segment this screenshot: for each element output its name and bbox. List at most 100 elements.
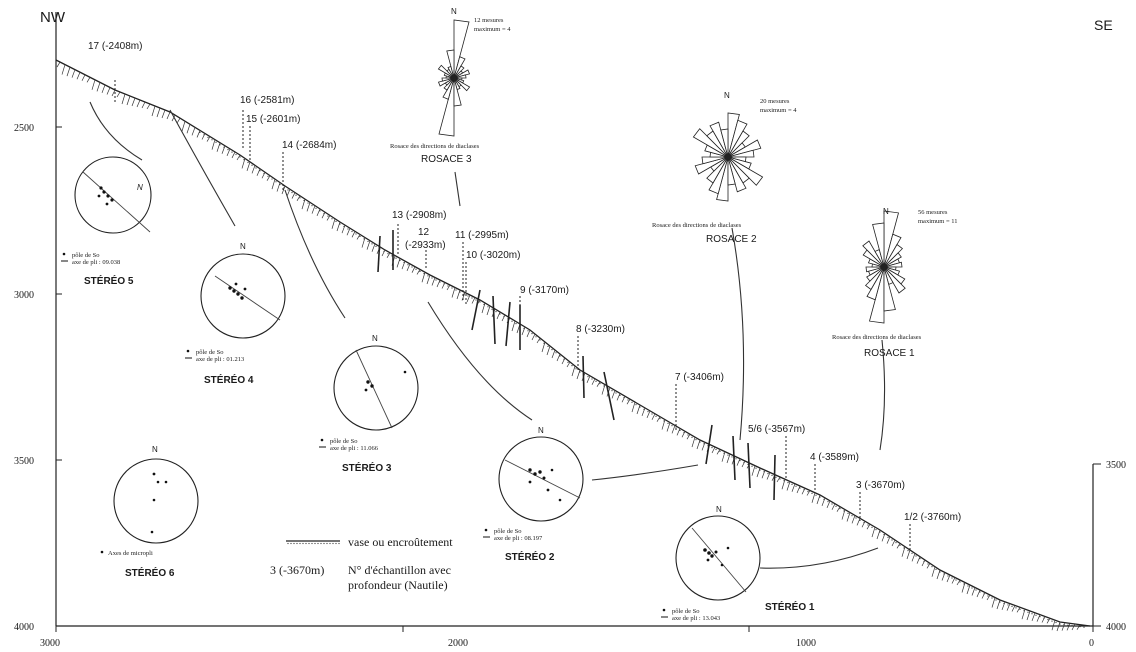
stereonet-circle <box>498 436 584 522</box>
right-tick-3500: 3500 <box>1106 460 1126 471</box>
sample-label-17: 17 (-2408m) <box>88 41 142 52</box>
stereo-1-legend-2: axe de pli : 13.043 <box>672 615 720 622</box>
corner-label-se: SE <box>1094 17 1113 33</box>
stereo-4-title: STÉRÉO 4 <box>204 373 254 386</box>
stereo-3: N pôle de So axe de pli : 11.066 STÉRÉO … <box>319 334 419 474</box>
sample-label-7: 7 (-3406m) <box>675 372 724 383</box>
stereo-1-title: STÉRÉO 1 <box>765 600 815 613</box>
stereonet-circle <box>200 253 286 339</box>
stereo-5: N pôle de So axe de pli : 09.038 STÉRÉO … <box>61 156 152 287</box>
rosace-2-title: ROSACE 2 <box>706 234 757 245</box>
sample-label-11: 11 (-2995m) <box>455 230 509 241</box>
north-label: N <box>137 183 143 192</box>
bottom-ticks: 3000 2000 1000 0 <box>40 626 1094 649</box>
north-label: N <box>724 91 730 100</box>
stereonet-circle <box>113 458 199 544</box>
stereo-2-title: STÉRÉO 2 <box>505 550 555 563</box>
sample-label-5-6: 5/6 (-3567m) <box>748 424 805 435</box>
legend-sample-label-2: profondeur (Nautile) <box>348 578 448 592</box>
stereonet-circle <box>333 345 419 431</box>
rosace-1-max: maximum = 11 <box>918 218 958 225</box>
north-label: N <box>152 445 158 454</box>
x-tick-1000: 1000 <box>796 638 816 649</box>
north-label: N <box>451 7 457 16</box>
rosace-2-caption: Rosace des directions de diaclases <box>652 222 742 229</box>
seafloor-profile <box>55 59 1091 632</box>
sample-label-10: 10 (-3020m) <box>466 250 520 261</box>
stereonet-circle <box>74 156 152 234</box>
legend: vase ou encroûtement 3 (-3670m) N° d'éch… <box>270 535 453 592</box>
sample-labels: 17 (-2408m) 16 (-2581m) 15 (-2601m) 14 (… <box>88 41 961 523</box>
right-ticks: 3500 4000 <box>1093 460 1126 633</box>
left-ticks: 2500 3000 3500 4000 <box>14 123 62 633</box>
stereo-2: N pôle de So axe de pli : 08.197 STÉRÉO … <box>483 426 584 563</box>
rosace-1-caption: Rosace des directions de diaclases <box>832 334 922 341</box>
so-poles <box>97 186 114 206</box>
rosace-2-max: maximum = 4 <box>760 107 797 114</box>
stereo-6-legend-1: Axes de micropli <box>108 550 153 557</box>
legend-sample-example: 3 (-3670m) <box>270 563 324 577</box>
rosace-1-count: 56 mesures <box>918 209 948 216</box>
x-tick-3000: 3000 <box>40 638 60 649</box>
rose-petals <box>437 19 471 137</box>
x-tick-0: 0 <box>1089 638 1094 649</box>
legend-crust-label: vase ou encroûtement <box>348 535 453 549</box>
north-label: N <box>883 207 889 216</box>
stereo-5-legend-2: axe de pli : 09.038 <box>72 259 120 266</box>
sample-label-4: 4 (-3589m) <box>810 452 859 463</box>
rosace-2: N 20 mesures maximum = 4 Rosace des dire… <box>652 91 797 245</box>
north-label: N <box>538 426 544 435</box>
rosace-3-count: 12 mesures <box>474 17 504 24</box>
sample-label-1-2: 1/2 (-3760m) <box>904 512 961 523</box>
stereo-4-legend-2: axe de pli : 01.213 <box>196 356 244 363</box>
sample-label-16: 16 (-2581m) <box>240 95 294 106</box>
so-poles <box>228 282 247 300</box>
stereo-4-legend-1: pôle de So <box>196 349 223 356</box>
right-tick-4000: 4000 <box>1106 622 1126 633</box>
stereo-4: N pôle de So axe de pli : 01.213 STÉRÉO … <box>185 242 286 386</box>
sample-markers <box>114 80 911 550</box>
rosace-3-max: maximum = 4 <box>474 26 511 33</box>
rosace-3-title: ROSACE 3 <box>421 154 472 165</box>
sample-label-12-depth: (-2933m) <box>405 240 446 251</box>
sample-label-9: 9 (-3170m) <box>520 285 569 296</box>
sample-label-13: 13 (-2908m) <box>392 210 446 221</box>
x-tick-2000: 2000 <box>448 638 468 649</box>
y-tick-2500: 2500 <box>14 123 34 134</box>
stereo-1: N pôle de So axe de pli : 13.043 STÉRÉO … <box>661 505 815 622</box>
north-label: N <box>372 334 378 343</box>
stereo-1-legend-1: pôle de So <box>672 608 699 615</box>
profile-hatching <box>56 61 1081 632</box>
stereo-3-legend-2: axe de pli : 11.066 <box>330 445 379 452</box>
sample-label-3: 3 (-3670m) <box>856 480 905 491</box>
sample-label-8: 8 (-3230m) <box>576 324 625 335</box>
faults <box>377 230 776 501</box>
leader-lines <box>89 101 886 569</box>
rosace-3: N 12 mesures maximum = 4 Rosace des dire… <box>390 7 511 165</box>
so-poles <box>528 468 562 502</box>
stereonet-circle <box>675 515 761 601</box>
y-tick-3500: 3500 <box>14 456 34 467</box>
legend-sample-label-1: N° d'échantillon avec <box>348 563 451 577</box>
rose-petals <box>862 210 906 324</box>
microfold-axes <box>150 472 168 534</box>
stereo-6-title: STÉRÉO 6 <box>125 566 175 579</box>
north-label: N <box>240 242 246 251</box>
y-tick-4000: 4000 <box>14 622 34 633</box>
stereo-3-title: STÉRÉO 3 <box>342 461 392 474</box>
sample-label-15: 15 (-2601m) <box>246 114 300 125</box>
stereo-2-legend-1: pôle de So <box>494 528 521 535</box>
corner-label-nw: NW <box>40 9 66 26</box>
sample-label-14: 14 (-2684m) <box>282 140 336 151</box>
legend-crust-dots <box>287 542 340 545</box>
rosace-1: N 56 mesures maximum = 11 Rosace des dir… <box>832 207 958 359</box>
rosace-3-caption: Rosace des directions de diaclases <box>390 143 480 150</box>
stereo-5-legend-1: pôle de So <box>72 252 99 259</box>
rosace-1-title: ROSACE 1 <box>864 348 915 359</box>
sample-label-12: 12 <box>418 227 430 238</box>
stereo-3-legend-1: pôle de So <box>330 438 357 445</box>
sediment-crust <box>199 131 1085 628</box>
profile-line <box>55 59 1091 627</box>
rosace-2-count: 20 mesures <box>760 98 790 105</box>
